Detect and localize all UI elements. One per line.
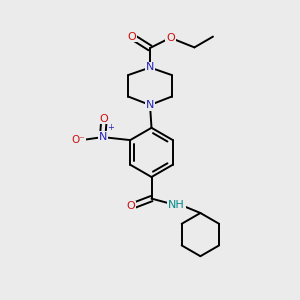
Text: O: O (128, 32, 136, 42)
Text: NH: NH (168, 200, 185, 210)
Text: O: O (100, 113, 109, 124)
Text: O: O (127, 201, 136, 212)
Text: N: N (146, 62, 154, 73)
Text: O: O (166, 33, 175, 43)
Text: N: N (146, 100, 154, 110)
Text: O⁻: O⁻ (71, 135, 85, 145)
Text: +: + (107, 124, 114, 133)
Text: N: N (98, 132, 107, 142)
